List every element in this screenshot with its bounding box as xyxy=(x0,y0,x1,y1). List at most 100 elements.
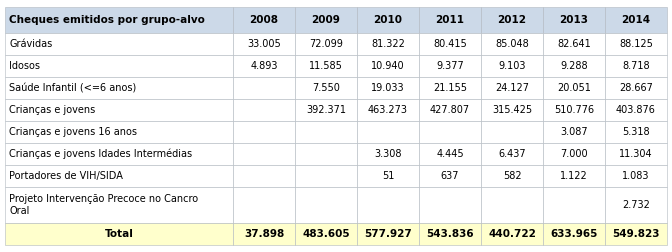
Bar xyxy=(605,7,667,33)
Bar xyxy=(233,187,295,223)
Text: 392.371: 392.371 xyxy=(306,105,346,115)
Bar xyxy=(295,121,357,143)
Bar xyxy=(357,143,419,165)
Text: 28.667: 28.667 xyxy=(619,83,653,93)
Bar xyxy=(295,77,357,99)
Text: 2.732: 2.732 xyxy=(622,200,650,210)
Bar xyxy=(295,33,357,55)
Text: Cheques emitidos por grupo-alvo: Cheques emitidos por grupo-alvo xyxy=(9,15,205,25)
Bar xyxy=(5,143,233,165)
Bar xyxy=(605,77,667,99)
Text: 9.103: 9.103 xyxy=(498,61,526,71)
Bar xyxy=(419,187,481,223)
Bar xyxy=(605,143,667,165)
Text: 2013: 2013 xyxy=(560,15,589,25)
Bar xyxy=(233,165,295,187)
Text: 9.377: 9.377 xyxy=(436,61,464,71)
Text: 2011: 2011 xyxy=(435,15,464,25)
Text: 582: 582 xyxy=(503,171,521,181)
Bar xyxy=(295,99,357,121)
Bar xyxy=(481,33,543,55)
Text: 483.605: 483.605 xyxy=(302,229,350,239)
Text: 403.876: 403.876 xyxy=(616,105,656,115)
Bar xyxy=(5,55,233,77)
Text: 11.585: 11.585 xyxy=(309,61,343,71)
Bar xyxy=(5,7,233,33)
Bar xyxy=(233,55,295,77)
Text: Crianças e jovens Idades Intermédias: Crianças e jovens Idades Intermédias xyxy=(9,149,192,159)
Bar xyxy=(295,187,357,223)
Text: Total: Total xyxy=(105,229,134,239)
Text: 577.927: 577.927 xyxy=(364,229,412,239)
Text: 81.322: 81.322 xyxy=(371,39,405,49)
Text: 51: 51 xyxy=(382,171,394,181)
Bar xyxy=(295,7,357,33)
Text: 3.087: 3.087 xyxy=(560,127,588,137)
Text: 37.898: 37.898 xyxy=(244,229,284,239)
Bar xyxy=(233,7,295,33)
Bar xyxy=(605,99,667,121)
Bar xyxy=(481,187,543,223)
Text: 7.000: 7.000 xyxy=(560,149,588,159)
Text: 2014: 2014 xyxy=(622,15,650,25)
Bar xyxy=(357,99,419,121)
Bar xyxy=(357,77,419,99)
Bar xyxy=(419,33,481,55)
Text: 88.125: 88.125 xyxy=(619,39,653,49)
Bar xyxy=(543,55,605,77)
Bar xyxy=(357,165,419,187)
Text: 21.155: 21.155 xyxy=(433,83,467,93)
Bar xyxy=(481,55,543,77)
Bar xyxy=(5,99,233,121)
Text: 82.641: 82.641 xyxy=(557,39,591,49)
Bar xyxy=(295,143,357,165)
Text: 11.304: 11.304 xyxy=(619,149,653,159)
Bar xyxy=(357,55,419,77)
Text: 3.308: 3.308 xyxy=(374,149,402,159)
Bar xyxy=(543,7,605,33)
Text: Idosos: Idosos xyxy=(9,61,40,71)
Bar xyxy=(233,77,295,99)
Bar xyxy=(357,121,419,143)
Text: Crianças e jovens 16 anos: Crianças e jovens 16 anos xyxy=(9,127,137,137)
Bar xyxy=(543,143,605,165)
Text: 440.722: 440.722 xyxy=(488,229,536,239)
Bar xyxy=(295,55,357,77)
Text: 80.415: 80.415 xyxy=(433,39,467,49)
Bar xyxy=(605,187,667,223)
Bar xyxy=(295,165,357,187)
Bar xyxy=(295,223,357,245)
Bar xyxy=(419,165,481,187)
Bar xyxy=(357,223,419,245)
Text: 2012: 2012 xyxy=(497,15,526,25)
Bar xyxy=(605,223,667,245)
Text: 6.437: 6.437 xyxy=(498,149,526,159)
Bar xyxy=(605,121,667,143)
Text: 543.836: 543.836 xyxy=(426,229,474,239)
Bar xyxy=(233,121,295,143)
Bar xyxy=(357,7,419,33)
Text: 7.550: 7.550 xyxy=(312,83,340,93)
Bar xyxy=(233,143,295,165)
Text: 33.005: 33.005 xyxy=(247,39,281,49)
Text: 427.807: 427.807 xyxy=(430,105,470,115)
Text: 510.776: 510.776 xyxy=(554,105,594,115)
Text: 10.940: 10.940 xyxy=(371,61,405,71)
Text: 463.273: 463.273 xyxy=(368,105,408,115)
Text: 5.318: 5.318 xyxy=(622,127,650,137)
Text: 24.127: 24.127 xyxy=(495,83,529,93)
Text: 2008: 2008 xyxy=(249,15,278,25)
Bar xyxy=(357,187,419,223)
Bar xyxy=(5,223,233,245)
Bar xyxy=(481,165,543,187)
Bar xyxy=(357,33,419,55)
Bar xyxy=(481,7,543,33)
Bar xyxy=(605,165,667,187)
Bar xyxy=(481,77,543,99)
Bar xyxy=(543,99,605,121)
Bar xyxy=(233,223,295,245)
Text: 19.033: 19.033 xyxy=(371,83,405,93)
Bar xyxy=(419,99,481,121)
Bar xyxy=(419,223,481,245)
Text: 2009: 2009 xyxy=(312,15,341,25)
